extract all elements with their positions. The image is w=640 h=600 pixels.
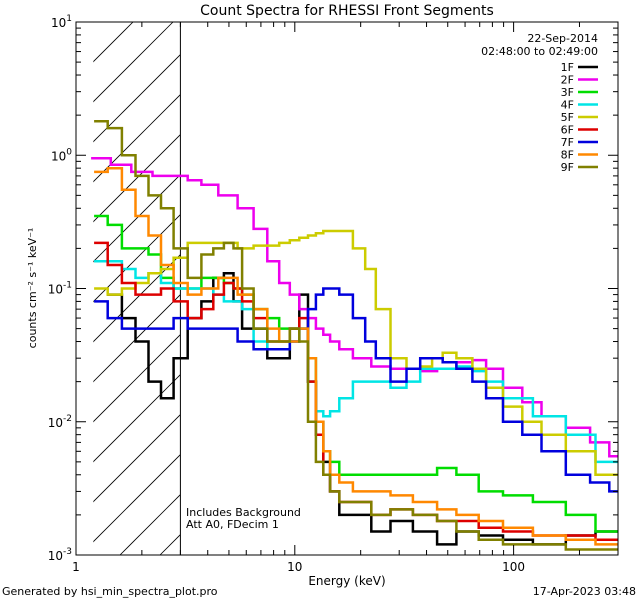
footer-generated-by: Generated by hsi_min_spectra_plot.pro <box>2 585 218 598</box>
legend-label-3F: 3F <box>561 86 574 99</box>
hatch-line <box>0 22 13 555</box>
y-axis-label: counts cm⁻² s⁻¹ keV⁻¹ <box>26 228 39 349</box>
legend-label-1F: 1F <box>561 61 574 74</box>
legend-label-2F: 2F <box>561 74 574 87</box>
hatch-line <box>93 414 181 503</box>
y-tick-label: 101 <box>51 14 72 30</box>
x-tick-label: 10 <box>287 560 302 574</box>
legend-label-9F: 9F <box>561 161 574 174</box>
hatch-line <box>93 54 181 143</box>
hatch-line <box>93 454 181 543</box>
legend-label-6F: 6F <box>561 124 574 137</box>
legend-date: 22-Sep-2014 <box>527 32 598 45</box>
hatch-line <box>93 254 181 343</box>
y-tick-label: 10-1 <box>48 281 72 297</box>
series-2F-line <box>91 156 618 458</box>
y-tick-label: 100 <box>51 147 72 163</box>
legend: 22-Sep-2014 02:48:00 to 02:49:00 1F2F3F4… <box>481 32 598 174</box>
footer-datetime: 17-Apr-2023 03:48 <box>532 585 636 598</box>
legend-label-8F: 8F <box>561 149 574 162</box>
series-9F-line <box>94 119 618 551</box>
y-tick-label: 10-2 <box>48 414 72 430</box>
chart-title: Count Spectra for RHESSI Front Segments <box>200 3 494 19</box>
x-tick-label: 1 <box>72 560 80 574</box>
series-1F-line <box>107 272 618 546</box>
x-axis-label: Energy (keV) <box>308 574 385 588</box>
legend-label-4F: 4F <box>561 99 574 112</box>
series-7F-line <box>94 287 618 493</box>
legend-label-5F: 5F <box>561 111 574 124</box>
legend-label-7F: 7F <box>561 136 574 149</box>
annotation-background: Includes Background <box>186 506 301 519</box>
x-tick-label: 100 <box>502 560 525 574</box>
annotation-attenuator: Att A0, FDecim 1 <box>186 518 279 531</box>
hatch-line <box>93 94 181 183</box>
legend-time-range: 02:48:00 to 02:49:00 <box>481 45 598 58</box>
y-tick-label: 10-3 <box>48 547 72 563</box>
